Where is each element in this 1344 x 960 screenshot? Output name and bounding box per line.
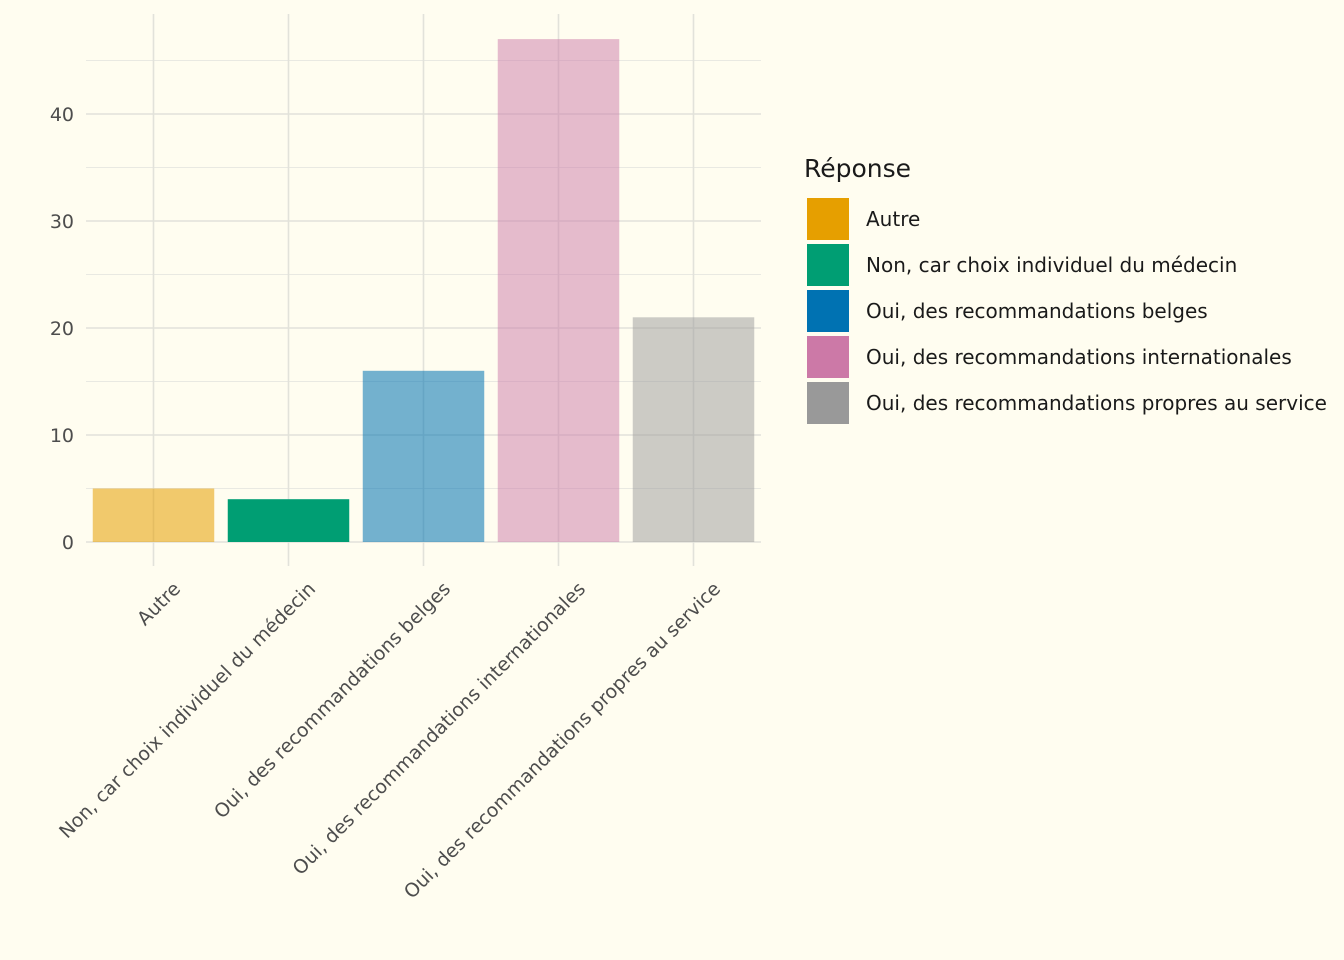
y-tick-label: 30 — [50, 211, 74, 233]
x-tick-label: Non, car choix individuel du médecin — [55, 578, 320, 843]
y-tick-label: 20 — [50, 318, 74, 340]
y-tick-label: 40 — [50, 104, 74, 126]
bar — [497, 39, 620, 542]
x-tick-label: Oui, des recommandations belges — [210, 578, 455, 823]
legend-key — [807, 382, 849, 424]
legend-label: Oui, des recommandations belges — [866, 299, 1208, 323]
bar — [227, 499, 350, 542]
legend-label: Non, car choix individuel du médecin — [866, 253, 1237, 277]
bar — [92, 488, 215, 542]
y-tick-label: 10 — [50, 425, 74, 447]
legend-label: Oui, des recommandations internationales — [866, 345, 1292, 369]
x-tick-label: Oui, des recommandations propres au serv… — [400, 578, 725, 903]
legend-label: Oui, des recommandations propres au serv… — [866, 391, 1327, 415]
x-tick-label: Oui, des recommandations internationales — [288, 578, 590, 880]
x-tick-label: Autre — [133, 578, 185, 630]
legend-key — [807, 290, 849, 332]
legend-key — [807, 244, 849, 286]
bar — [632, 317, 755, 542]
legend: Réponse Autre Non, car choix individuel d… — [804, 154, 1327, 424]
legend-key — [807, 198, 849, 240]
y-axis-ticks: 0 10 20 30 40 — [50, 104, 74, 554]
bars — [92, 39, 755, 542]
bar — [362, 370, 485, 542]
legend-title: Réponse — [804, 154, 911, 183]
legend-label: Autre — [866, 207, 920, 231]
legend-key — [807, 336, 849, 378]
y-tick-label: 0 — [62, 532, 74, 554]
